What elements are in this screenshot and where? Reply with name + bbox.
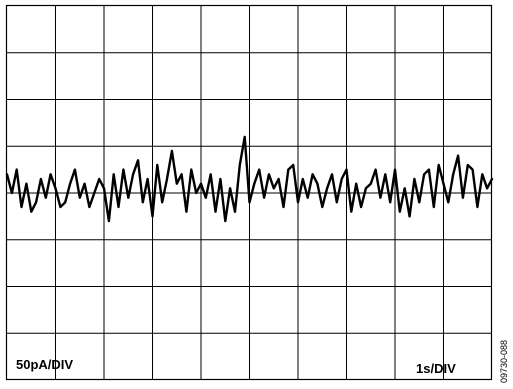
- x-scale-label: 1s/DIV: [416, 361, 456, 376]
- y-scale-label: 50pA/DIV: [16, 357, 73, 372]
- signal-trace: [5, 135, 494, 223]
- figure-id: 09730-088: [499, 340, 509, 383]
